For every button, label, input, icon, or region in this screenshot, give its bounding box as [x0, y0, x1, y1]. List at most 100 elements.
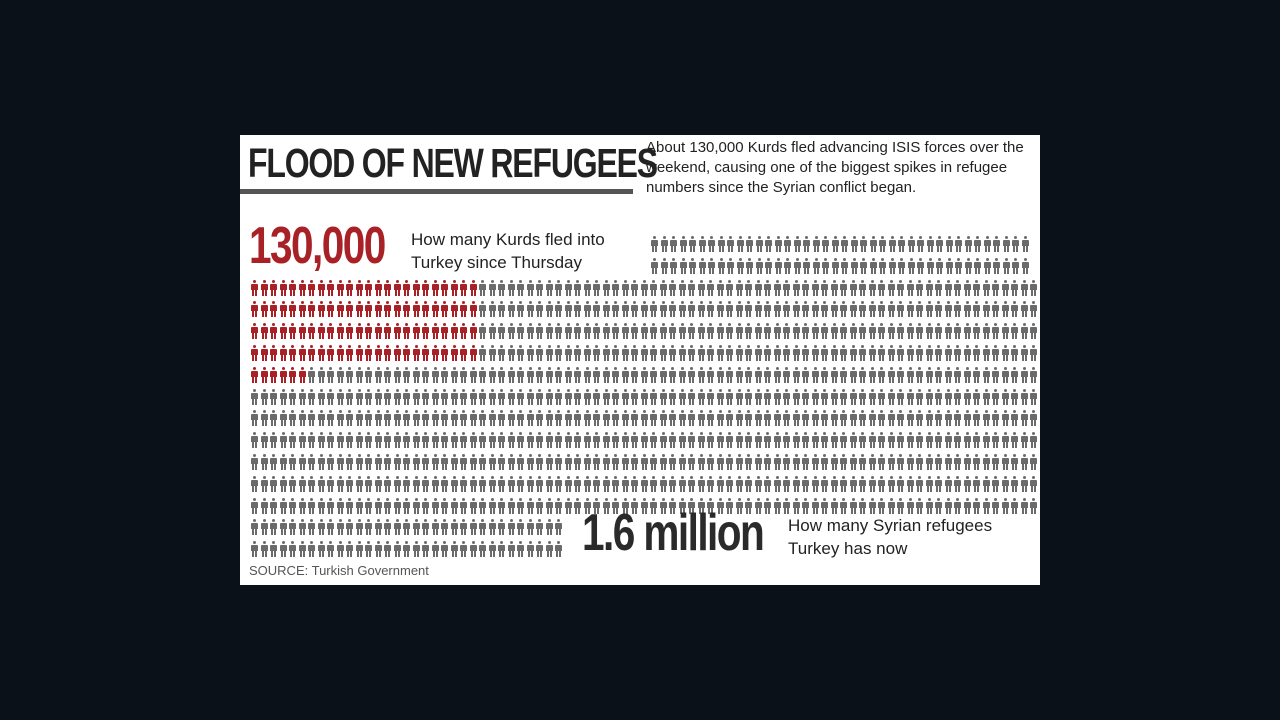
person-icon	[270, 345, 277, 361]
person-icon	[479, 497, 486, 514]
person-icon	[868, 301, 876, 318]
person-icon	[526, 301, 534, 318]
person-icon	[393, 366, 401, 383]
person-icon	[821, 432, 828, 449]
person-icon	[365, 345, 372, 361]
person-icon	[659, 475, 667, 492]
person-icon	[450, 323, 458, 340]
person-icon	[431, 323, 439, 340]
person-icon	[393, 279, 401, 296]
person-icon	[830, 475, 838, 492]
person-icon	[982, 366, 990, 383]
person-icon	[251, 410, 258, 427]
person-icon	[887, 454, 895, 470]
person-icon	[659, 454, 667, 470]
person-icon	[374, 432, 382, 449]
person-icon	[754, 475, 762, 492]
person-icon	[536, 454, 543, 470]
person-icon	[260, 432, 268, 449]
person-icon	[830, 323, 838, 340]
person-icon	[716, 366, 724, 383]
person-icon	[346, 366, 353, 383]
person-icon	[270, 497, 277, 514]
person-icon	[774, 236, 782, 252]
person-icon	[925, 366, 933, 383]
person-icon	[764, 497, 771, 514]
person-icon	[441, 432, 448, 449]
person-icon	[773, 388, 781, 405]
person-icon	[536, 301, 543, 318]
person-icon	[735, 475, 743, 492]
person-icon	[251, 345, 258, 361]
person-icon	[830, 388, 838, 405]
person-icon	[1001, 497, 1009, 514]
person-icon	[935, 279, 942, 296]
person-icon	[897, 301, 904, 318]
person-icon	[289, 432, 296, 449]
person-icon	[745, 454, 752, 470]
person-icon	[308, 388, 315, 405]
person-icon	[612, 388, 619, 405]
person-icon	[469, 519, 477, 536]
person-icon	[517, 345, 524, 361]
person-icon	[346, 323, 353, 340]
person-icon	[526, 388, 534, 405]
person-icon	[355, 279, 363, 296]
person-icon	[564, 475, 572, 492]
person-icon	[926, 236, 934, 252]
person-icon	[441, 388, 448, 405]
person-icon	[583, 345, 591, 361]
person-icon	[708, 236, 715, 252]
person-icon	[536, 519, 543, 536]
person-icon	[640, 432, 648, 449]
person-icon	[1001, 432, 1009, 449]
person-icon	[831, 257, 839, 274]
person-icon	[393, 475, 401, 492]
person-icon	[765, 257, 772, 274]
person-icon	[289, 279, 296, 296]
person-icon	[450, 475, 458, 492]
person-icon	[898, 236, 905, 252]
person-icon	[698, 236, 706, 252]
person-icon	[688, 432, 695, 449]
person-icon	[840, 388, 847, 405]
person-icon	[412, 388, 420, 405]
person-icon	[593, 301, 600, 318]
person-icon	[251, 454, 258, 470]
person-icon	[659, 410, 667, 427]
person-icon	[792, 454, 800, 470]
person-icon	[289, 541, 296, 558]
person-icon	[678, 279, 686, 296]
person-icon	[460, 475, 467, 492]
person-icon	[916, 475, 923, 492]
person-icon	[669, 454, 676, 470]
person-icon	[669, 323, 676, 340]
person-icon	[822, 257, 829, 274]
person-icon	[346, 388, 353, 405]
person-icon	[783, 475, 790, 492]
person-icon	[365, 454, 372, 470]
person-icon	[944, 323, 952, 340]
person-icon	[431, 475, 439, 492]
person-icon	[697, 475, 705, 492]
person-icon	[279, 519, 287, 536]
person-icon	[859, 323, 866, 340]
source-note: SOURCE: Turkish Government	[249, 563, 429, 579]
person-icon	[279, 323, 287, 340]
person-icon	[811, 432, 819, 449]
person-icon	[308, 301, 315, 318]
person-icon	[498, 301, 505, 318]
person-icon	[650, 323, 657, 340]
person-icon	[384, 519, 391, 536]
person-icon	[1011, 279, 1018, 296]
person-icon	[260, 454, 268, 470]
person-icon	[545, 475, 553, 492]
person-icon	[317, 345, 325, 361]
person-icon	[412, 279, 420, 296]
person-icon	[574, 432, 581, 449]
person-icon	[384, 345, 391, 361]
person-icon	[650, 388, 657, 405]
person-icon	[422, 432, 429, 449]
person-icon	[640, 410, 648, 427]
person-icon	[669, 388, 676, 405]
